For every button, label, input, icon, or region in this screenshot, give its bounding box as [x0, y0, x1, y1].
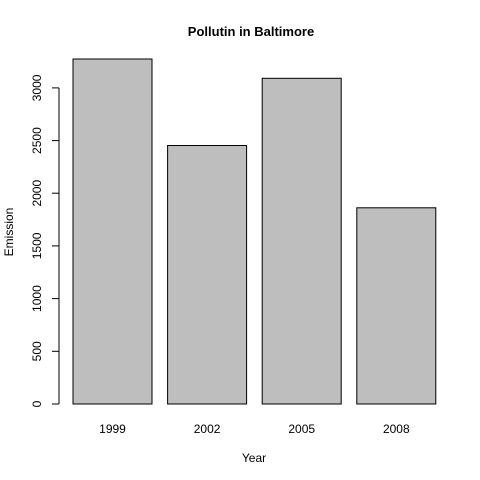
bar-2008	[356, 207, 437, 405]
y-tick-label: 500	[30, 341, 44, 361]
x-tick-label: 2002	[194, 422, 221, 436]
bars-group	[72, 58, 437, 405]
y-tick-label: 2000	[30, 180, 44, 207]
y-tick-label: 3000	[30, 74, 44, 101]
y-axis: 0 500 1000 1500 2000 2500 3000	[30, 74, 60, 407]
bar-2002	[167, 145, 248, 405]
y-tick-label: 0	[30, 400, 44, 407]
x-tick-label: 2008	[383, 422, 410, 436]
y-tick-label: 2500	[30, 127, 44, 154]
x-axis-tick-labels: 1999 2002 2005 2008	[99, 422, 410, 436]
bar-2005	[261, 77, 342, 405]
x-tick-label: 1999	[99, 422, 126, 436]
y-tick-label: 1000	[30, 285, 44, 312]
y-tick-label: 1500	[30, 232, 44, 259]
chart-title: Pollutin in Baltimore	[188, 24, 314, 39]
x-tick-label: 2005	[288, 422, 315, 436]
y-axis-label: Emission	[2, 208, 16, 257]
bar-1999	[72, 58, 153, 405]
x-axis-label: Year	[242, 451, 266, 465]
